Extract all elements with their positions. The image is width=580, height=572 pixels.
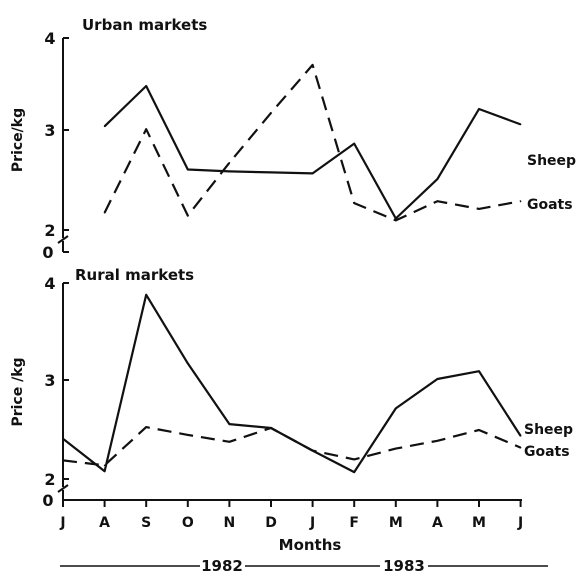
rural-y-axis-label: Price /kg — [10, 357, 26, 426]
rural-sheep-point — [478, 370, 480, 373]
rural-goats-point — [478, 429, 480, 431]
rural-sheep-point — [353, 471, 356, 473]
rural-goats-point — [62, 459, 64, 462]
rural-sheep-label: Sheep — [524, 422, 573, 438]
urban-sheep-line — [103, 84, 521, 220]
urban-sheep-label: Sheep — [527, 153, 576, 169]
rural-panel: Rural markets Price /kg 4 3 2 0 J A S O N D J F… — [10, 266, 573, 572]
urban-goats-point — [478, 208, 480, 210]
urban-zero-label: 0 — [42, 243, 53, 262]
urban-panel: Urban markets Price/kg 4 3 2 0 Sheep Goa… — [10, 16, 576, 262]
urban-y-axis-label: Price/kg — [10, 108, 26, 172]
x-tick-label: O — [182, 515, 194, 531]
urban-goats-point — [436, 200, 439, 202]
urban-sheep-point — [436, 178, 439, 180]
urban-goats-label: Goats — [527, 197, 573, 213]
urban-goats-point — [395, 219, 397, 222]
urban-y-tick-label: 3 — [44, 121, 55, 140]
urban-title: Urban markets — [82, 16, 207, 34]
urban-sheep-point — [395, 217, 397, 220]
urban-y-tick-label: 2 — [44, 221, 55, 240]
rural-goats-point — [187, 434, 189, 436]
x-tick-label: M — [389, 515, 403, 531]
urban-sheep-point — [478, 108, 480, 110]
urban-goats-point — [519, 200, 522, 202]
rural-sheep-point — [145, 293, 147, 296]
x-tick-label: S — [141, 515, 151, 531]
rural-goats-point — [395, 447, 397, 450]
rural-sheep-point — [519, 435, 522, 437]
rural-sheep-point — [62, 438, 64, 440]
rural-sheep-point — [103, 470, 106, 472]
urban-sheep-point — [270, 171, 272, 174]
rural-zero-label: 0 — [42, 491, 53, 510]
rural-goats-line — [62, 426, 522, 467]
urban-sheep-point — [228, 170, 231, 173]
x-tick-label: A — [432, 515, 443, 531]
urban-series-group — [103, 63, 522, 222]
rural-y-tick-label: 3 — [44, 371, 55, 390]
rural-goats-point — [228, 440, 231, 443]
rural-goats-point — [145, 426, 147, 428]
urban-goats-point — [145, 128, 147, 130]
rural-goats-point — [353, 458, 356, 461]
rural-sheep-point — [436, 378, 439, 380]
rural-y-tick-label: 2 — [44, 470, 55, 489]
x-tick-label: N — [224, 515, 236, 531]
urban-sheep-point — [103, 125, 106, 128]
rural-axis-break-mark — [57, 484, 69, 493]
urban-goats-point — [103, 211, 106, 214]
rural-goats-point — [519, 446, 522, 449]
rural-goats-point — [311, 449, 314, 452]
urban-goats-point — [228, 162, 231, 164]
rural-sheep-point — [187, 362, 189, 365]
urban-sheep-point — [311, 172, 314, 175]
rural-goats-point — [436, 439, 439, 442]
x-tick-label: J — [517, 515, 523, 531]
x-tick-label: D — [265, 515, 277, 531]
x-tick-label: J — [309, 515, 315, 531]
x-tick-label: M — [472, 515, 486, 531]
urban-sheep-point — [353, 142, 356, 145]
urban-goats-point — [187, 214, 189, 217]
x-tick-label: F — [349, 515, 359, 531]
rural-title: Rural markets — [75, 266, 194, 284]
rural-goats-point — [270, 427, 272, 429]
x-tick-label: J — [59, 515, 65, 531]
year-1983-label: 1983 — [383, 557, 425, 572]
urban-axis-break-mark — [57, 235, 69, 244]
urban-sheep-point — [145, 85, 147, 87]
rural-sheep-point — [228, 423, 231, 425]
rural-sheep-point — [395, 407, 397, 410]
x-tick-label: A — [99, 515, 110, 531]
year-1982-label: 1982 — [201, 557, 243, 572]
rural-sheep-line — [62, 293, 522, 474]
urban-sheep-point — [519, 123, 522, 126]
urban-sheep-point — [187, 168, 189, 171]
x-axis-label: Months — [279, 536, 342, 554]
rural-goats-point — [103, 464, 106, 467]
urban-y-tick-label: 4 — [44, 29, 55, 48]
rural-series-group — [62, 293, 522, 474]
urban-goats-point — [311, 64, 314, 66]
rural-y-tick-label: 4 — [44, 274, 55, 293]
urban-goats-point — [270, 112, 272, 114]
urban-goats-point — [353, 202, 356, 204]
rural-goats-label: Goats — [524, 444, 570, 460]
